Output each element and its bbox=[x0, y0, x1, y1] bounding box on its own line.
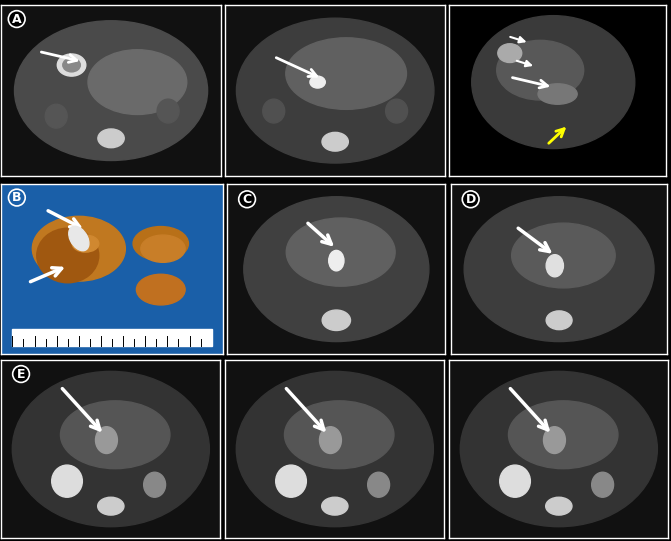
Ellipse shape bbox=[286, 38, 407, 109]
Ellipse shape bbox=[88, 50, 187, 115]
Text: C: C bbox=[242, 193, 252, 206]
Ellipse shape bbox=[236, 371, 433, 527]
Ellipse shape bbox=[32, 216, 125, 281]
Ellipse shape bbox=[512, 223, 615, 288]
Bar bbox=[13, 329, 212, 346]
Ellipse shape bbox=[68, 226, 89, 250]
Text: B: B bbox=[12, 191, 21, 204]
Ellipse shape bbox=[236, 18, 434, 163]
Ellipse shape bbox=[386, 99, 407, 123]
Ellipse shape bbox=[157, 99, 179, 123]
Circle shape bbox=[57, 54, 86, 76]
Text: A: A bbox=[12, 12, 21, 25]
Ellipse shape bbox=[509, 401, 618, 469]
Ellipse shape bbox=[472, 16, 635, 149]
Ellipse shape bbox=[322, 310, 350, 331]
Ellipse shape bbox=[60, 401, 170, 469]
Ellipse shape bbox=[538, 84, 577, 104]
Ellipse shape bbox=[136, 274, 185, 305]
Ellipse shape bbox=[460, 371, 658, 527]
Ellipse shape bbox=[12, 371, 209, 527]
Ellipse shape bbox=[95, 427, 117, 453]
Ellipse shape bbox=[497, 41, 584, 100]
Ellipse shape bbox=[546, 497, 572, 515]
Ellipse shape bbox=[546, 311, 572, 329]
Ellipse shape bbox=[464, 197, 654, 341]
Text: E: E bbox=[17, 367, 25, 380]
Ellipse shape bbox=[98, 129, 124, 148]
Circle shape bbox=[63, 58, 81, 72]
Ellipse shape bbox=[141, 235, 185, 262]
Ellipse shape bbox=[329, 250, 344, 271]
Ellipse shape bbox=[52, 465, 83, 497]
Circle shape bbox=[498, 44, 522, 63]
Ellipse shape bbox=[72, 235, 99, 252]
Ellipse shape bbox=[285, 401, 394, 469]
Ellipse shape bbox=[592, 472, 613, 497]
Ellipse shape bbox=[263, 99, 285, 123]
Ellipse shape bbox=[133, 227, 189, 261]
Ellipse shape bbox=[500, 465, 530, 497]
Ellipse shape bbox=[15, 21, 207, 161]
Ellipse shape bbox=[244, 197, 429, 341]
Ellipse shape bbox=[37, 228, 99, 283]
Ellipse shape bbox=[546, 255, 564, 277]
Ellipse shape bbox=[287, 218, 395, 286]
Ellipse shape bbox=[368, 472, 390, 497]
Ellipse shape bbox=[319, 427, 342, 453]
Ellipse shape bbox=[544, 427, 566, 453]
Text: D: D bbox=[466, 193, 476, 206]
Ellipse shape bbox=[322, 133, 348, 151]
Ellipse shape bbox=[98, 497, 124, 515]
Ellipse shape bbox=[144, 472, 166, 497]
Ellipse shape bbox=[276, 465, 307, 497]
Ellipse shape bbox=[45, 104, 67, 128]
Circle shape bbox=[310, 76, 325, 88]
Ellipse shape bbox=[321, 497, 348, 515]
